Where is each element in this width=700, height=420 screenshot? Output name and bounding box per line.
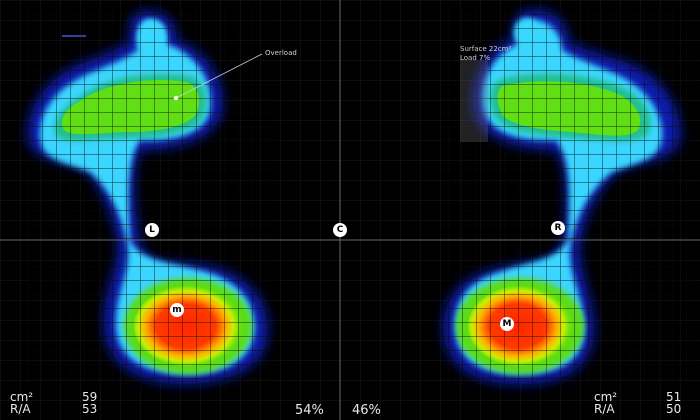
overload-label: Overload bbox=[265, 49, 297, 57]
overload-leader-line bbox=[175, 53, 263, 99]
right-foot-marker[interactable]: R bbox=[551, 221, 565, 235]
surface-label: Surface 22cm² bbox=[460, 45, 512, 53]
left-area-value: 59 bbox=[82, 390, 98, 404]
overload-point bbox=[173, 95, 179, 101]
left-area-label: cm² bbox=[10, 390, 34, 404]
sensor-grid-overlay bbox=[28, 8, 690, 388]
right-area-value: 51 bbox=[666, 390, 682, 404]
right-load-percent: 46% bbox=[352, 403, 381, 418]
center-of-pressure-marker[interactable]: C bbox=[333, 223, 347, 237]
right-ra-value: 50 bbox=[666, 402, 682, 416]
left-max-pressure-marker[interactable]: m bbox=[170, 303, 184, 317]
left-load-percent: 54% bbox=[295, 403, 324, 418]
left-ra-label: R/A bbox=[10, 402, 31, 416]
right-ra-label: R/A bbox=[594, 402, 615, 416]
left-foot-marker[interactable]: L bbox=[145, 223, 159, 237]
right-max-pressure-marker[interactable]: M bbox=[500, 317, 514, 331]
left-ra-value: 53 bbox=[82, 402, 98, 416]
right-area-label: cm² bbox=[594, 390, 618, 404]
surface-highlight-box bbox=[460, 60, 488, 142]
load-label: Load 7% bbox=[460, 54, 491, 62]
